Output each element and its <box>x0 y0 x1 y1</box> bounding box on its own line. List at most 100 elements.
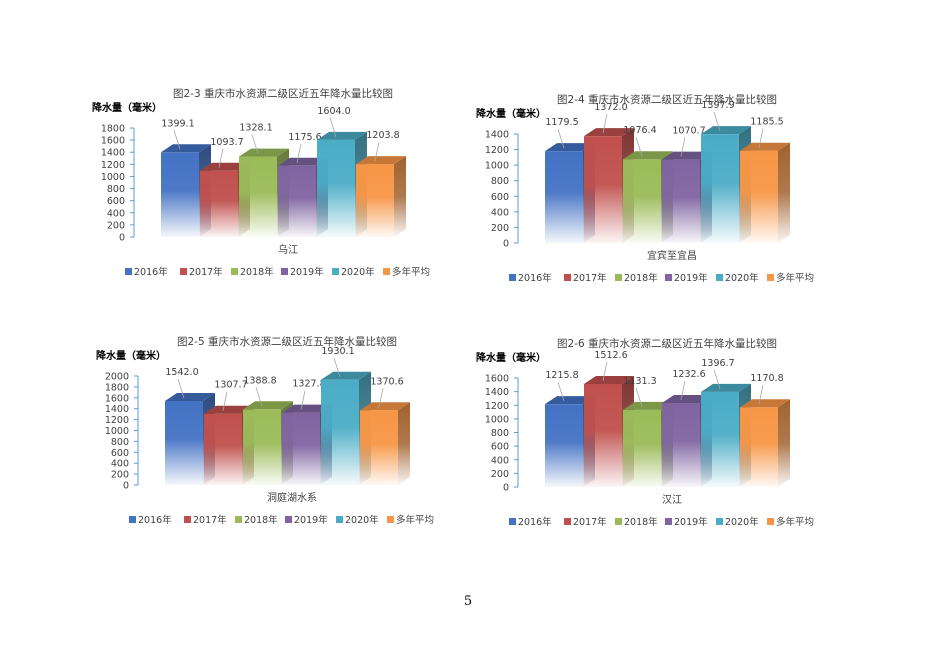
data-label: 1076.4 <box>623 125 656 136</box>
y-tick-label: 800 <box>491 176 509 187</box>
legend-item: 2019年 <box>281 266 324 278</box>
legend-label: 2016年 <box>134 266 168 278</box>
bar-top <box>545 143 595 152</box>
data-label-leader <box>333 357 341 377</box>
bar-front <box>321 379 359 485</box>
legend-item: 2018年 <box>235 514 278 526</box>
data-label: 1185.5 <box>750 117 783 128</box>
legend-swatch <box>332 268 339 275</box>
legend-swatch <box>509 518 516 525</box>
y-tick-label: 800 <box>491 428 509 439</box>
bar-top <box>545 396 595 405</box>
data-label: 1372.0 <box>594 102 627 113</box>
legend-swatch <box>383 268 390 275</box>
bar <box>356 156 406 237</box>
bar <box>740 142 790 243</box>
legend-label: 2016年 <box>518 272 552 284</box>
y-tick-label: 2000 <box>105 372 129 383</box>
y-tick-label: 1200 <box>105 415 129 426</box>
bar <box>317 131 367 237</box>
chart-title: 图2-3 重庆市水资源二级区近五年降水量比较图 <box>173 87 393 100</box>
bar-front <box>584 383 622 487</box>
bar-front <box>662 403 700 487</box>
page-number: 5 <box>463 594 473 609</box>
bar-side <box>778 399 790 487</box>
y-tick-label: 1800 <box>105 382 129 393</box>
data-label: 1131.3 <box>623 376 656 387</box>
legend-swatch <box>336 516 343 523</box>
legend-swatch <box>387 516 394 523</box>
legend-label: 多年平均 <box>396 514 434 526</box>
legend-item: 2016年 <box>129 514 172 526</box>
data-label-leader <box>602 361 608 382</box>
legend-label: 2017年 <box>573 516 607 528</box>
y-axis-label: 降水量（毫米） <box>96 349 166 362</box>
legend-label: 2018年 <box>244 514 278 526</box>
data-label-leader <box>713 369 721 389</box>
y-tick-label: 1000 <box>485 161 509 172</box>
legend-item: 2019年 <box>285 514 328 526</box>
y-tick-label: 400 <box>491 455 509 466</box>
y-tick-label: 200 <box>491 469 509 480</box>
legend-swatch <box>716 274 723 281</box>
data-label: 1396.7 <box>701 358 734 369</box>
data-label: 1930.1 <box>321 346 354 357</box>
legend-item: 2018年 <box>615 272 658 284</box>
bar-top <box>321 371 371 380</box>
data-label-leader <box>296 143 302 163</box>
bar-top <box>161 144 211 153</box>
bar-front <box>282 412 320 485</box>
chart-panel-wujiang: 图2-3 重庆市水资源二级区近五年降水量比较图 降水量（毫米） 0 200 400 600… <box>88 84 430 284</box>
legend-item: 2018年 <box>615 516 658 528</box>
y-tick-label: 600 <box>491 192 509 203</box>
bar <box>200 162 250 237</box>
x-category-label: 宜宾至宜昌 <box>647 249 697 262</box>
legend-swatch <box>564 274 571 281</box>
y-tick-label: 600 <box>491 442 509 453</box>
bar-front <box>239 156 277 237</box>
y-axis-label: 降水量（毫米） <box>92 101 162 114</box>
legend-label: 多年平均 <box>776 272 814 284</box>
bar-top <box>204 405 254 414</box>
y-tick-label: 1600 <box>105 393 129 404</box>
legend-item: 2017年 <box>564 516 607 528</box>
bar-top <box>356 156 406 165</box>
bar-front <box>740 407 778 487</box>
legend-item: 多年平均 <box>767 516 814 528</box>
bar-side <box>778 142 790 243</box>
data-label: 1179.5 <box>545 117 578 128</box>
bar-front <box>356 164 394 237</box>
bar-top <box>623 401 673 410</box>
y-tick-label: 1200 <box>101 160 125 171</box>
legend-swatch <box>180 268 187 275</box>
x-category-label: 汉江 <box>662 494 682 506</box>
bar-top <box>584 375 634 384</box>
legend-swatch <box>281 268 288 275</box>
legend-item: 2016年 <box>509 516 552 528</box>
legend-label: 2018年 <box>624 516 658 528</box>
bar-top <box>662 395 712 404</box>
legend-swatch <box>767 518 774 525</box>
chart-title: 图2-4 重庆市水资源二级区近五年降水量比较图 <box>557 93 777 106</box>
y-tick-label: 200 <box>111 470 129 481</box>
y-tick-label: 1000 <box>485 414 509 425</box>
legend-label: 2017年 <box>193 514 227 526</box>
data-label-leader <box>251 134 259 154</box>
y-tick-label: 1600 <box>485 374 509 385</box>
bar-front <box>278 165 316 237</box>
bar-top <box>584 128 634 137</box>
data-label-leader <box>758 128 764 148</box>
data-label-leader <box>222 391 228 411</box>
chart-panel-dongting: 图2-5 重庆市水资源二级区近五年降水量比较图 降水量（毫米） 0 200 400 600… <box>92 332 434 532</box>
legend-swatch <box>767 274 774 281</box>
bar-front <box>623 159 661 243</box>
bar-top <box>701 383 751 392</box>
data-label-leader <box>374 142 380 162</box>
y-tick-label: 600 <box>107 196 125 207</box>
legend-label: 2016年 <box>518 516 552 528</box>
legend-item: 2020年 <box>716 272 759 284</box>
data-label: 1307.7 <box>214 380 247 391</box>
y-tick-label: 400 <box>111 459 129 470</box>
